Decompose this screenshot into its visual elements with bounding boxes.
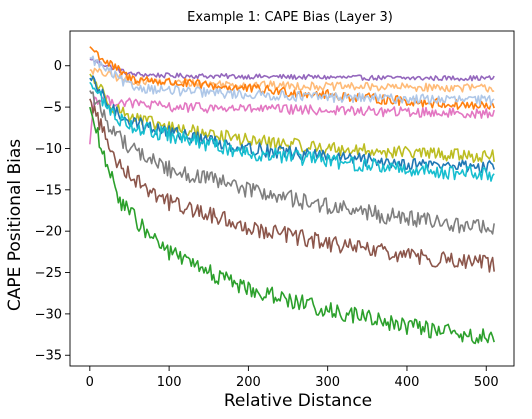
y-tick-label: −10 <box>35 142 62 157</box>
x-tick-label: 500 <box>474 375 499 390</box>
x-tick-label: 0 <box>86 375 94 390</box>
x-tick-label: 200 <box>236 375 261 390</box>
y-axis-ticks: 0 −5 −10 −15 −20 −25 −30 −35 <box>35 59 70 364</box>
series-line <box>89 94 495 145</box>
series-line <box>89 81 495 182</box>
series-line <box>89 46 495 110</box>
series-line <box>89 90 495 235</box>
series-line <box>89 106 495 345</box>
y-tick-label: −25 <box>35 266 62 281</box>
series-line <box>89 55 495 106</box>
y-tick-label: −20 <box>35 225 62 240</box>
x-tick-label: 400 <box>395 375 420 390</box>
x-tick-label: 300 <box>315 375 340 390</box>
y-axis-label: CAPE Positional Bias <box>5 139 25 311</box>
y-tick-label: −5 <box>43 101 62 116</box>
y-tick-label: −35 <box>35 349 62 364</box>
series-line <box>89 98 495 273</box>
x-tick-label: 100 <box>157 375 182 390</box>
y-tick-label: 0 <box>54 59 62 74</box>
series-line <box>89 58 495 82</box>
x-axis-label: Relative Distance <box>224 391 372 411</box>
axes-frame <box>69 30 515 367</box>
y-tick-label: −15 <box>35 183 62 198</box>
y-tick-label: −30 <box>35 307 62 322</box>
x-axis-ticks: 0 100 200 300 400 500 <box>86 366 499 390</box>
chart-title: Example 1: CAPE Bias (Layer 3) <box>187 10 393 25</box>
series-lines <box>89 46 495 345</box>
